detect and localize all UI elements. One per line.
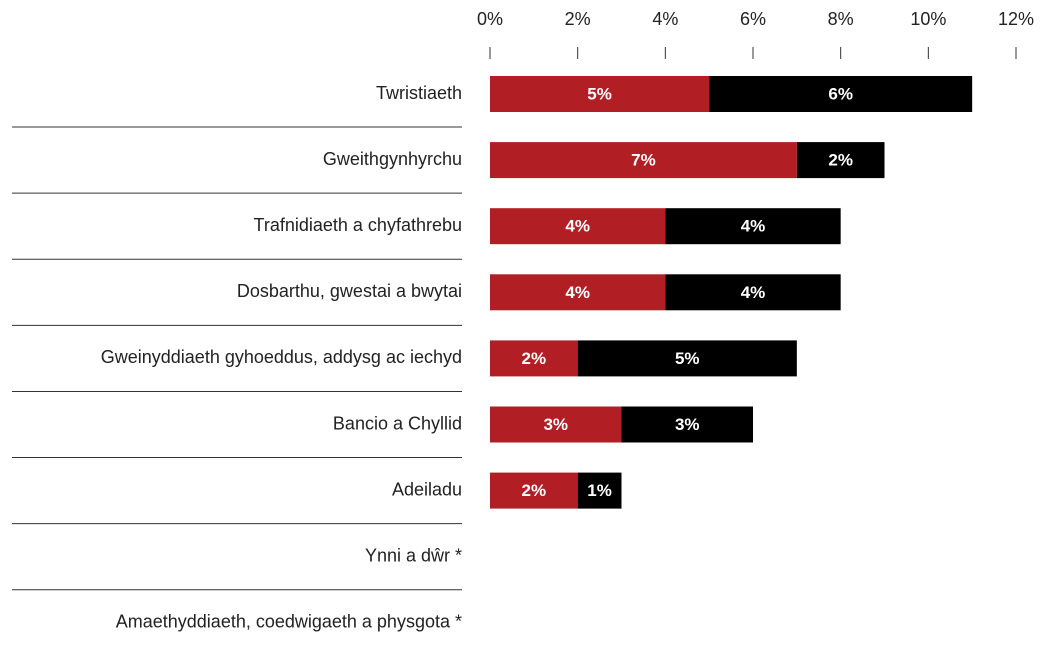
category-label: Amaethyddiaeth, coedwigaeth a physgota * xyxy=(116,612,462,632)
category-label: Bancio a Chyllid xyxy=(333,413,462,433)
category-label: Gweithgynhyrchu xyxy=(323,149,462,169)
data-label: 2% xyxy=(522,481,547,500)
x-tick-label: 0% xyxy=(477,9,503,29)
bar-segment xyxy=(709,76,973,112)
bar-segment xyxy=(490,274,666,311)
category-label: Ynni a dŵr * xyxy=(365,545,462,565)
bar-segment xyxy=(490,208,666,245)
data-label: 2% xyxy=(522,349,547,368)
data-label: 1% xyxy=(587,481,612,500)
x-tick-label: 8% xyxy=(828,9,854,29)
data-label: 7% xyxy=(631,151,656,170)
bar-segment xyxy=(577,472,622,509)
bar-segment xyxy=(490,472,578,509)
data-label: 3% xyxy=(675,415,700,434)
bar-segment xyxy=(665,208,841,245)
bar-segment xyxy=(490,142,797,179)
bar-segment xyxy=(490,76,710,112)
data-label: 3% xyxy=(543,415,568,434)
bar-segment xyxy=(577,340,797,377)
bar-segment xyxy=(621,406,753,443)
data-label: 4% xyxy=(565,283,590,302)
data-label: 5% xyxy=(587,84,612,103)
bar-segment xyxy=(490,340,578,377)
bar-segment xyxy=(796,142,885,179)
bar-segment xyxy=(665,274,841,311)
x-tick-label: 10% xyxy=(910,9,946,29)
x-tick-label: 12% xyxy=(998,9,1034,29)
x-tick-label: 6% xyxy=(740,9,766,29)
category-label: Dosbarthu, gwestai a bwytai xyxy=(237,281,462,301)
data-label: 6% xyxy=(828,84,853,103)
category-label: Gweinyddiaeth gyhoeddus, addysg ac iechy… xyxy=(101,347,462,367)
category-label: Adeiladu xyxy=(392,479,462,499)
data-label: 4% xyxy=(565,217,590,236)
x-tick-label: 2% xyxy=(565,9,591,29)
category-label: Trafnidiaeth a chyfathrebu xyxy=(254,215,462,235)
x-tick-label: 4% xyxy=(652,9,678,29)
data-label: 4% xyxy=(741,217,766,236)
bar-segment xyxy=(490,406,622,443)
data-label: 4% xyxy=(741,283,766,302)
category-label: Twristiaeth xyxy=(376,83,462,103)
data-label: 5% xyxy=(675,349,700,368)
data-label: 2% xyxy=(828,151,853,170)
